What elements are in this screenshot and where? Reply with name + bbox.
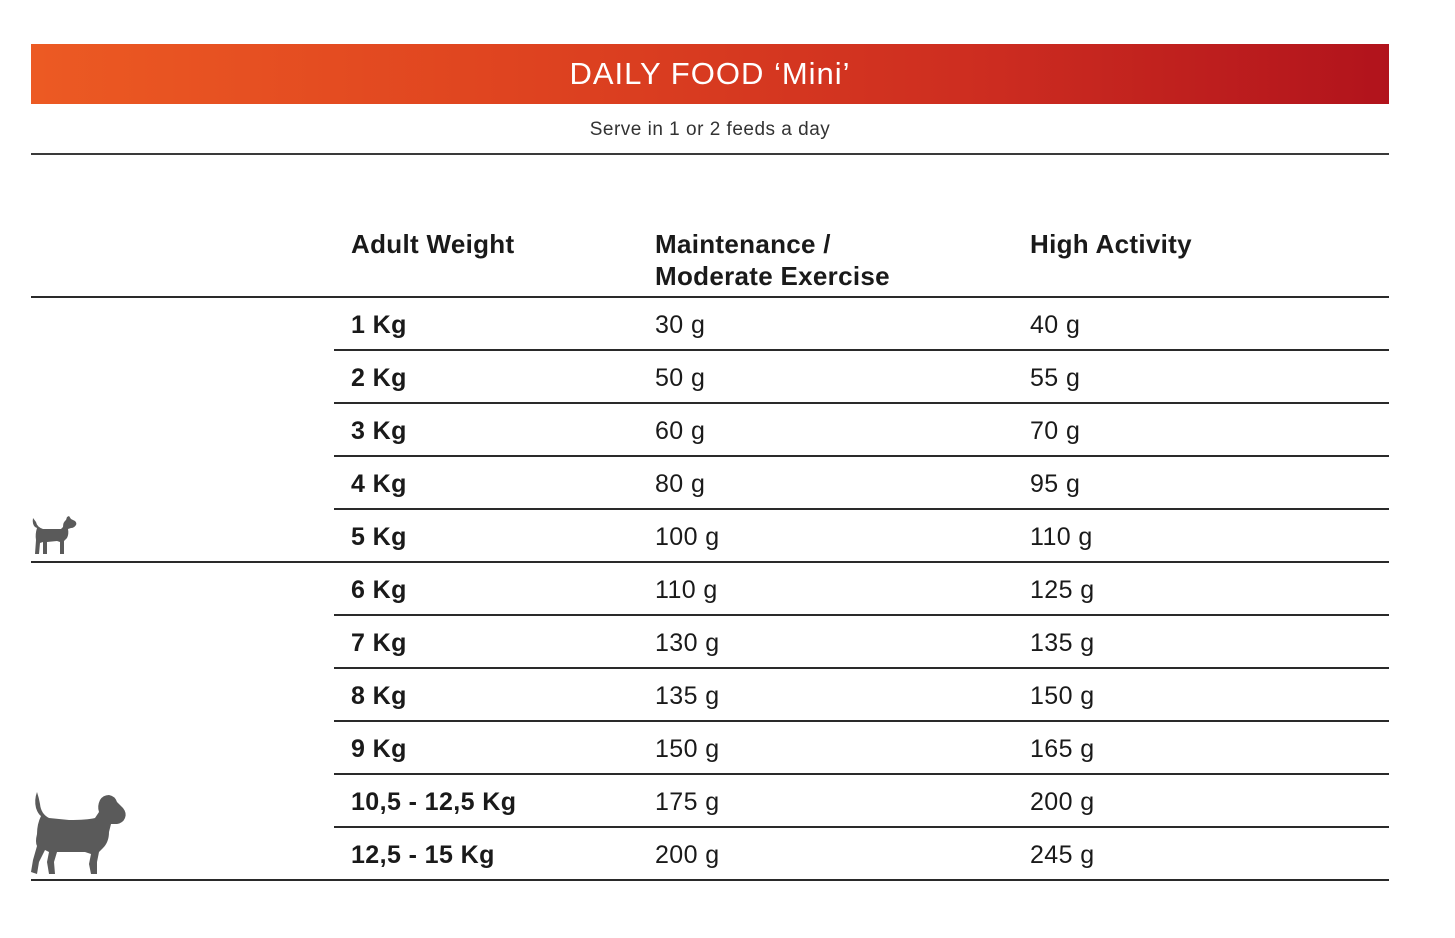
table-row: 3 Kg 60 g 70 g (0, 404, 1455, 457)
header-adult-weight: Adult Weight (351, 229, 515, 259)
weight-cell: 10,5 - 12,5 Kg (351, 788, 517, 816)
table-row: 2 Kg 50 g 55 g (0, 351, 1455, 404)
row-divider (334, 349, 1389, 351)
high-activity-cell: 40 g (1030, 311, 1081, 339)
table-row: 8 Kg 135 g 150 g (0, 669, 1455, 722)
weight-cell: 9 Kg (351, 735, 407, 763)
weight-cell: 8 Kg (351, 682, 407, 710)
high-activity-cell: 150 g (1030, 682, 1095, 710)
weight-cell: 4 Kg (351, 470, 407, 498)
weight-cell: 2 Kg (351, 364, 407, 392)
high-activity-cell: 200 g (1030, 788, 1095, 816)
high-activity-cell: 165 g (1030, 735, 1095, 763)
row-divider (334, 667, 1389, 669)
header-divider (31, 296, 1389, 298)
maintenance-cell: 175 g (655, 788, 720, 816)
maintenance-cell: 135 g (655, 682, 720, 710)
maintenance-cell: 80 g (655, 470, 706, 498)
maintenance-cell: 110 g (655, 576, 718, 604)
table-row: 10,5 - 12,5 Kg 175 g 200 g (0, 775, 1455, 828)
high-activity-cell: 55 g (1030, 364, 1081, 392)
table-row: 6 Kg 110 g 125 g (0, 563, 1455, 616)
high-activity-cell: 70 g (1030, 417, 1081, 445)
table-row: 4 Kg 80 g 95 g (0, 457, 1455, 510)
row-divider (334, 508, 1389, 510)
table-row: 12,5 - 15 Kg 200 g 245 g (0, 828, 1455, 881)
high-activity-cell: 135 g (1030, 629, 1095, 657)
page-title: DAILY FOOD ‘Mini’ (569, 56, 851, 91)
table-row: 1 Kg 30 g 40 g (0, 298, 1455, 351)
maintenance-cell: 50 g (655, 364, 706, 392)
weight-cell: 3 Kg (351, 417, 407, 445)
header-maintenance-line2: Moderate Exercise (655, 261, 890, 291)
maintenance-cell: 130 g (655, 629, 720, 657)
maintenance-cell: 60 g (655, 417, 706, 445)
high-activity-cell: 245 g (1030, 841, 1095, 869)
high-activity-cell: 125 g (1030, 576, 1095, 604)
maintenance-cell: 30 g (655, 311, 706, 339)
serving-note: Serve in 1 or 2 feeds a day (589, 119, 831, 140)
row-divider (334, 720, 1389, 722)
row-divider (334, 614, 1389, 616)
row-divider (334, 402, 1389, 404)
row-divider (334, 773, 1389, 775)
weight-cell: 5 Kg (351, 523, 407, 551)
maintenance-cell: 200 g (655, 841, 720, 869)
small-dog-icon (32, 516, 77, 554)
weight-cell: 6 Kg (351, 576, 407, 604)
divider (31, 153, 1389, 155)
table-row: 9 Kg 150 g 165 g (0, 722, 1455, 775)
row-divider (334, 455, 1389, 457)
maintenance-cell: 150 g (655, 735, 720, 763)
table-row: 7 Kg 130 g 135 g (0, 616, 1455, 669)
title-banner: DAILY FOOD ‘Mini’ (31, 44, 1389, 104)
table-row: 5 Kg 100 g 110 g (0, 510, 1455, 563)
weight-cell: 7 Kg (351, 629, 407, 657)
medium-dog-icon (31, 792, 126, 874)
group-divider (31, 561, 1389, 563)
table-bottom-divider (31, 879, 1389, 881)
row-divider (334, 826, 1389, 828)
high-activity-cell: 95 g (1030, 470, 1081, 498)
weight-cell: 12,5 - 15 Kg (351, 841, 495, 869)
header-high-activity: High Activity (1030, 229, 1192, 259)
high-activity-cell: 110 g (1030, 523, 1093, 551)
header-maintenance-line1: Maintenance / (655, 229, 831, 259)
maintenance-cell: 100 g (655, 523, 720, 551)
weight-cell: 1 Kg (351, 311, 407, 339)
header-maintenance: Maintenance / Moderate Exercise (655, 228, 890, 292)
